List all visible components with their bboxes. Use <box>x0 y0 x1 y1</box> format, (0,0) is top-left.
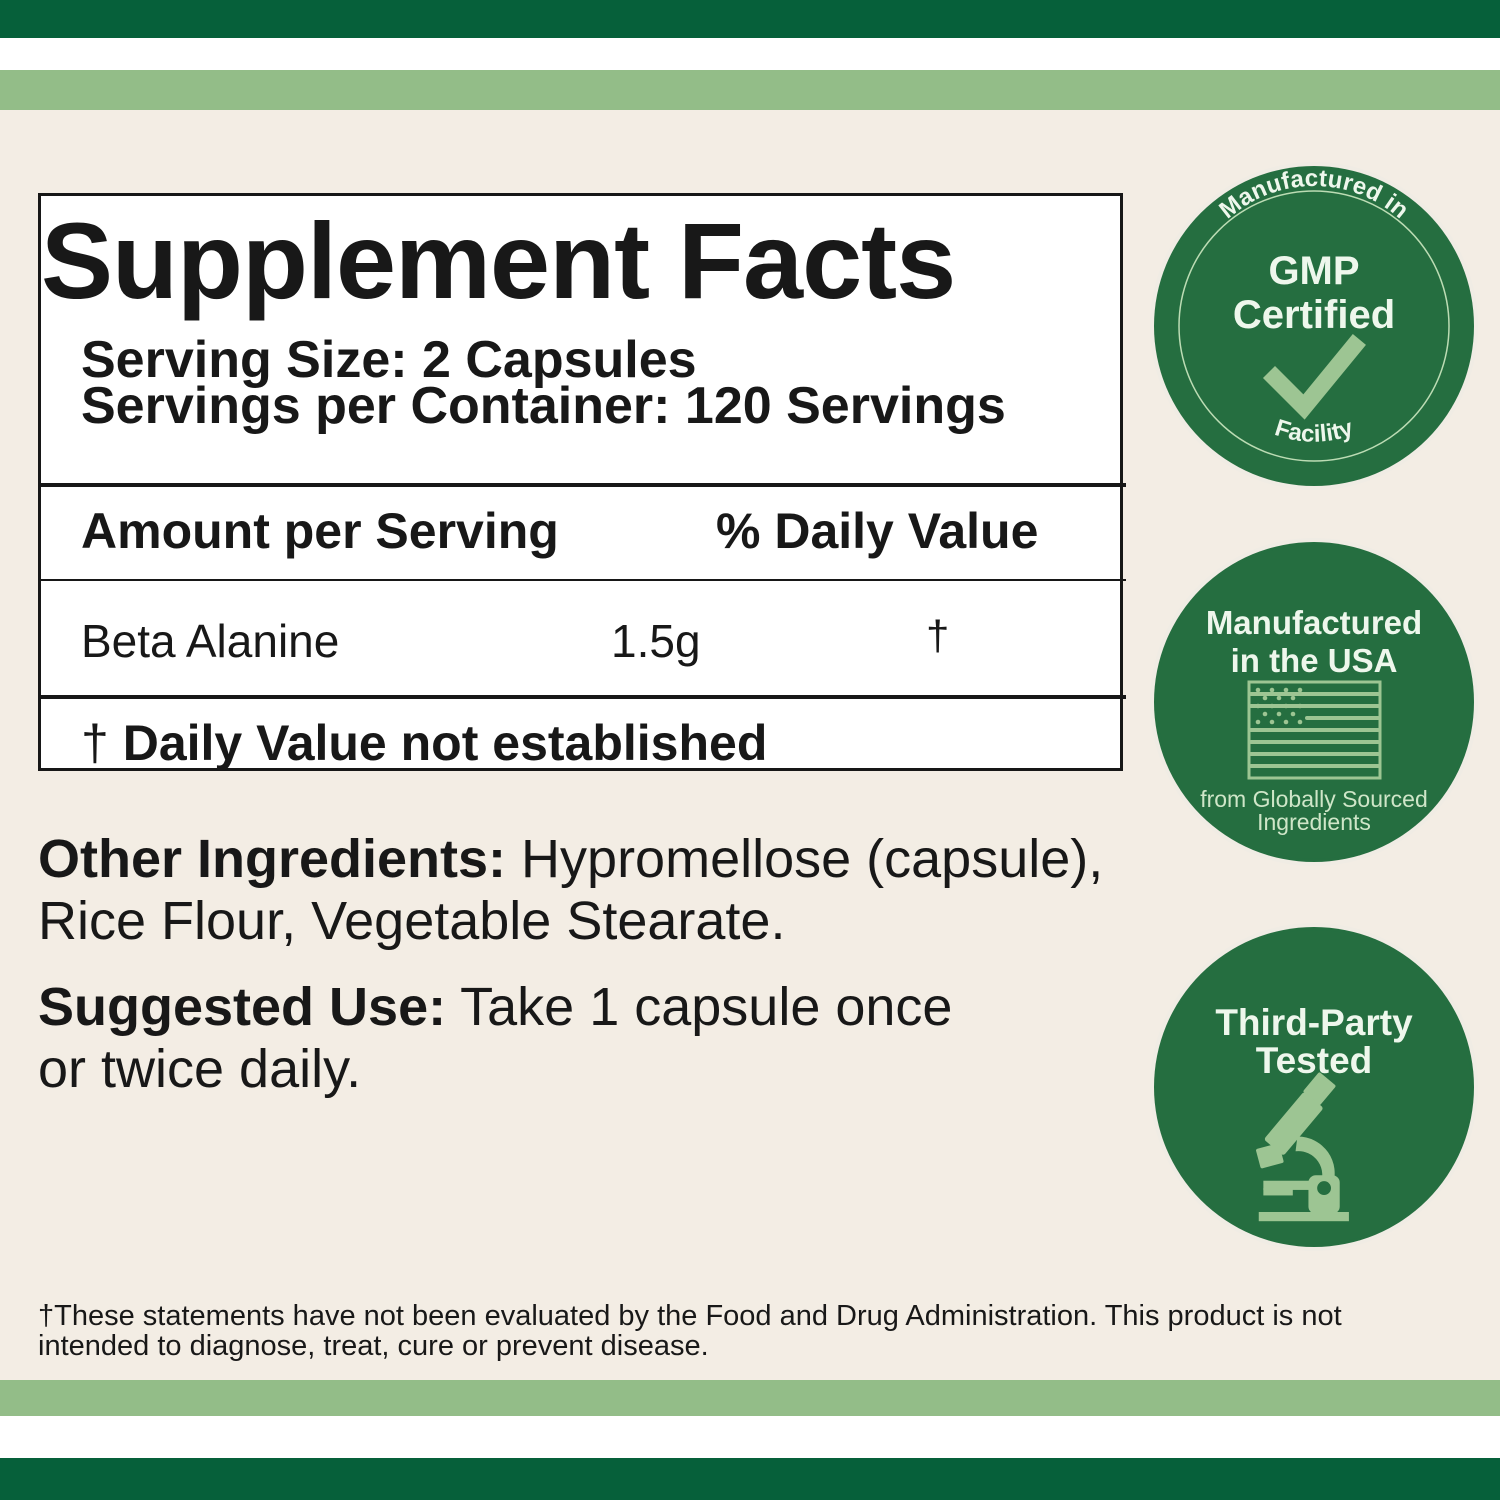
svg-text:Ingredients: Ingredients <box>1257 809 1371 835</box>
svg-text:Third-Party: Third-Party <box>1215 1002 1413 1043</box>
svg-text:Tested: Tested <box>1256 1040 1373 1081</box>
svg-text:Certified: Certified <box>1233 293 1395 337</box>
svg-text:GMP: GMP <box>1268 249 1359 293</box>
svg-text:in the USA: in the USA <box>1231 642 1398 679</box>
svg-text:Manufactured: Manufactured <box>1206 604 1422 641</box>
